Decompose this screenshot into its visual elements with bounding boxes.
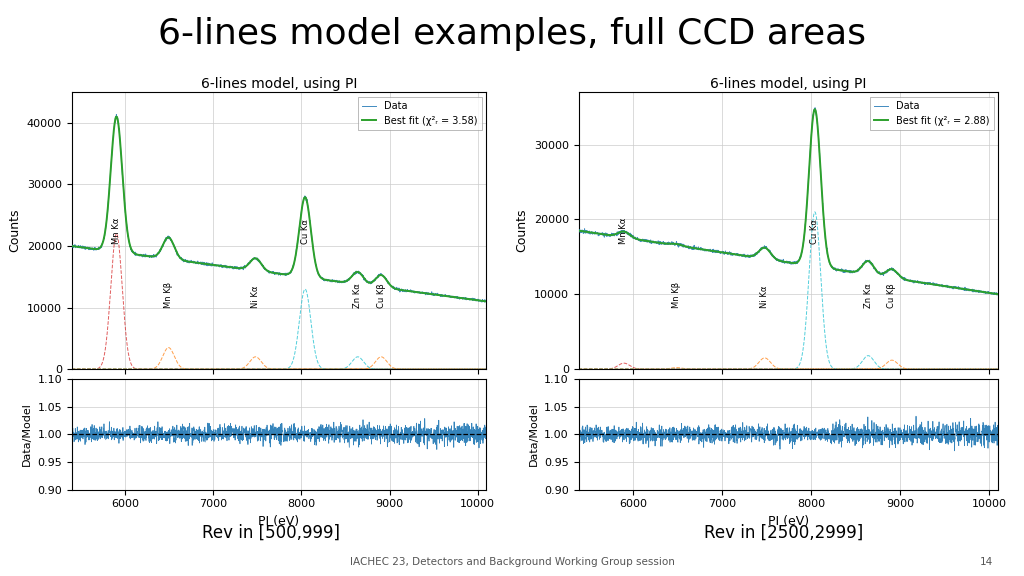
Best fit (χ²ᵣ = 2.88) xyxy=(924,281,936,287)
Data xyxy=(716,249,728,256)
Text: Zn Kα: Zn Kα xyxy=(353,283,362,308)
Data xyxy=(807,112,819,119)
Best fit (χ²ᵣ = 2.88) xyxy=(798,235,810,242)
Legend: Data, Best fit (χ²ᵣ = 3.58): Data, Best fit (χ²ᵣ = 3.58) xyxy=(358,97,481,130)
Data xyxy=(289,257,301,264)
Best fit (χ²ᵣ = 3.58) xyxy=(298,196,310,203)
Best fit (χ²ᵣ = 2.88) xyxy=(807,112,819,119)
X-axis label: PI (eV): PI (eV) xyxy=(768,515,809,528)
Best fit (χ²ᵣ = 3.58) xyxy=(66,242,78,249)
Text: Ni Kα: Ni Kα xyxy=(251,286,260,308)
Y-axis label: Data/Model: Data/Model xyxy=(528,402,539,466)
Text: Mn Kα: Mn Kα xyxy=(112,218,121,244)
Data xyxy=(809,104,821,111)
Best fit (χ²ᵣ = 3.58) xyxy=(289,258,301,265)
Data xyxy=(895,273,907,280)
Data xyxy=(990,291,1002,298)
Data xyxy=(480,298,493,305)
Text: Rev in [2500,2999]: Rev in [2500,2999] xyxy=(703,524,863,542)
Line: Best fit (χ²ᵣ = 2.88): Best fit (χ²ᵣ = 2.88) xyxy=(579,109,998,294)
Text: Mn Kβ: Mn Kβ xyxy=(672,282,681,308)
Line: Data: Data xyxy=(579,108,998,295)
Data xyxy=(298,196,310,203)
Text: IACHEC 23, Detectors and Background Working Group session: IACHEC 23, Detectors and Background Work… xyxy=(349,558,675,567)
Best fit (χ²ᵣ = 2.88) xyxy=(895,273,907,280)
Legend: Data, Best fit (χ²ᵣ = 2.88): Data, Best fit (χ²ᵣ = 2.88) xyxy=(870,97,993,130)
Y-axis label: Counts: Counts xyxy=(515,209,528,252)
Data xyxy=(798,235,810,242)
Line: Best fit (χ²ᵣ = 3.58): Best fit (χ²ᵣ = 3.58) xyxy=(72,116,486,301)
Data xyxy=(992,291,1005,298)
Best fit (χ²ᵣ = 3.58) xyxy=(207,262,219,268)
Best fit (χ²ᵣ = 2.88) xyxy=(992,291,1005,298)
Text: Cu Kα: Cu Kα xyxy=(810,219,819,244)
Y-axis label: Counts: Counts xyxy=(8,209,22,252)
Title: 6-lines model, using PI: 6-lines model, using PI xyxy=(201,77,357,91)
Data xyxy=(413,290,425,297)
Text: Cu Kα: Cu Kα xyxy=(301,219,309,244)
Data xyxy=(478,299,490,306)
Data xyxy=(66,241,78,248)
Best fit (χ²ᵣ = 3.58) xyxy=(480,298,493,305)
Data xyxy=(124,241,136,248)
Best fit (χ²ᵣ = 3.58) xyxy=(384,281,396,288)
Data xyxy=(572,226,585,233)
Text: Cu Kβ: Cu Kβ xyxy=(888,283,896,308)
Data xyxy=(111,111,123,118)
Text: Mn Kα: Mn Kα xyxy=(620,218,629,244)
Line: Data: Data xyxy=(72,115,486,302)
Text: Ni Kα: Ni Kα xyxy=(760,286,769,308)
Data xyxy=(924,279,936,286)
Text: Zn Kα: Zn Kα xyxy=(863,283,872,308)
Best fit (χ²ᵣ = 3.58) xyxy=(111,113,123,120)
Best fit (χ²ᵣ = 2.88) xyxy=(572,227,585,234)
Best fit (χ²ᵣ = 2.88) xyxy=(716,249,728,256)
Y-axis label: Data/Model: Data/Model xyxy=(22,402,32,466)
Text: Rev in [500,999]: Rev in [500,999] xyxy=(203,524,340,542)
Text: 14: 14 xyxy=(980,558,993,567)
Data xyxy=(207,261,219,268)
Best fit (χ²ᵣ = 2.88) xyxy=(631,236,643,242)
Data xyxy=(631,236,643,243)
Best fit (χ²ᵣ = 2.88) xyxy=(809,106,821,113)
Text: 6-lines model examples, full CCD areas: 6-lines model examples, full CCD areas xyxy=(158,17,866,51)
Best fit (χ²ᵣ = 3.58) xyxy=(124,240,136,247)
Title: 6-lines model, using PI: 6-lines model, using PI xyxy=(711,77,866,91)
Data xyxy=(384,281,396,288)
Text: Cu Kβ: Cu Kβ xyxy=(377,283,386,308)
Text: Mn Kβ: Mn Kβ xyxy=(164,282,173,308)
X-axis label: PI (eV): PI (eV) xyxy=(258,515,300,528)
Best fit (χ²ᵣ = 3.58) xyxy=(413,289,425,296)
